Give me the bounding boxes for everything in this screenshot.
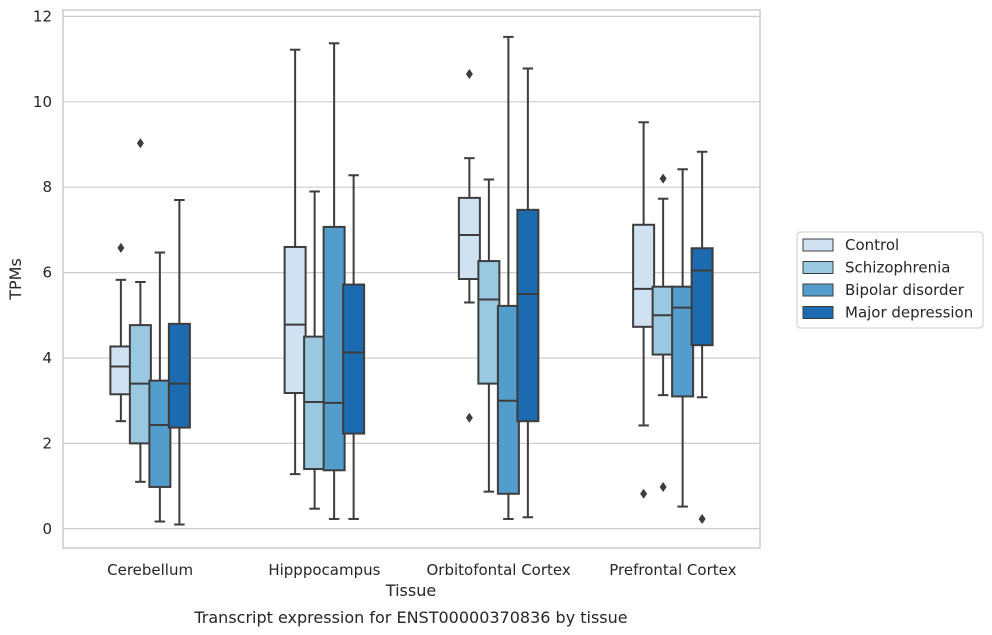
x-tick-label: Orbitofontal Cortex bbox=[427, 561, 571, 579]
legend-label: Schizophrenia bbox=[845, 259, 950, 277]
legend-item-major-depression: Major depression bbox=[802, 304, 973, 322]
legend-item-schizophrenia: Schizophrenia bbox=[802, 259, 950, 277]
box-iqr bbox=[516, 208, 540, 423]
legend-label: Bipolar disorder bbox=[845, 281, 965, 299]
box-major-depression-3 bbox=[690, 150, 714, 524]
box-iqr bbox=[167, 322, 191, 429]
x-axis-label: Tissue bbox=[385, 581, 436, 600]
legend-swatch bbox=[802, 306, 834, 319]
outlier-point bbox=[465, 412, 473, 423]
legend-swatch bbox=[802, 238, 834, 252]
box-iqr bbox=[109, 345, 133, 396]
legend-swatch bbox=[802, 261, 834, 274]
box-major-depression-2 bbox=[516, 67, 540, 519]
legend-label: Major depression bbox=[845, 304, 973, 322]
outlier-point bbox=[640, 488, 648, 499]
y-tick-label: 2 bbox=[42, 434, 52, 452]
x-tick-label: Prefrontal Cortex bbox=[609, 561, 736, 579]
y-tick-labels: 0 2 4 6 8 10 12 bbox=[33, 7, 52, 537]
box-iqr bbox=[651, 285, 675, 356]
x-tick-label: Cerebellum bbox=[107, 561, 193, 579]
legend-label: Control bbox=[845, 236, 899, 254]
legend: Control Schizophrenia Bipolar disorder Majo… bbox=[796, 231, 984, 329]
legend-item-bipolar-disorder: Bipolar disorder bbox=[802, 281, 965, 299]
legend-frame bbox=[796, 231, 984, 329]
box-iqr bbox=[342, 283, 366, 435]
x-tick-label: Hipppocampus bbox=[268, 561, 380, 579]
box-iqr bbox=[457, 196, 481, 280]
x-tick-labels: Cerebellum Hipppocampus Orbitofontal Corte… bbox=[107, 561, 736, 579]
y-tick-label: 8 bbox=[42, 178, 52, 196]
box-iqr bbox=[283, 245, 307, 395]
box-iqr bbox=[690, 247, 714, 347]
y-tick-label: 10 bbox=[33, 93, 52, 111]
y-tick-label: 12 bbox=[33, 7, 52, 25]
y-tick-label: 0 bbox=[42, 520, 52, 538]
box-bipolar-disorder-0 bbox=[148, 251, 172, 523]
outlier-point bbox=[698, 513, 706, 524]
outlier-point bbox=[659, 173, 667, 184]
box-control-3 bbox=[632, 121, 656, 499]
box-control-1 bbox=[283, 48, 307, 476]
box-iqr bbox=[322, 225, 346, 472]
box-bipolar-disorder-2 bbox=[496, 35, 520, 520]
legend-item-control: Control bbox=[802, 236, 899, 254]
box-control-2 bbox=[457, 69, 481, 423]
y-axis-label: TPMs bbox=[6, 258, 25, 301]
box-major-depression-0 bbox=[167, 199, 191, 526]
outlier-point bbox=[117, 242, 125, 253]
chart-caption: Transcript expression for ENST0000037083… bbox=[193, 608, 627, 627]
box-iqr bbox=[477, 260, 501, 385]
box-major-depression-1 bbox=[342, 174, 366, 520]
y-tick-label: 4 bbox=[42, 349, 52, 367]
legend-swatch bbox=[802, 283, 834, 297]
boxes bbox=[109, 35, 714, 526]
box-iqr bbox=[632, 223, 656, 328]
box-iqr bbox=[148, 379, 172, 488]
outlier-point bbox=[136, 138, 144, 149]
outlier-point bbox=[465, 69, 473, 80]
box-schizophrenia-1 bbox=[303, 190, 327, 510]
box-iqr bbox=[671, 285, 695, 398]
outlier-point bbox=[659, 481, 667, 492]
y-tick-label: 6 bbox=[42, 264, 52, 282]
